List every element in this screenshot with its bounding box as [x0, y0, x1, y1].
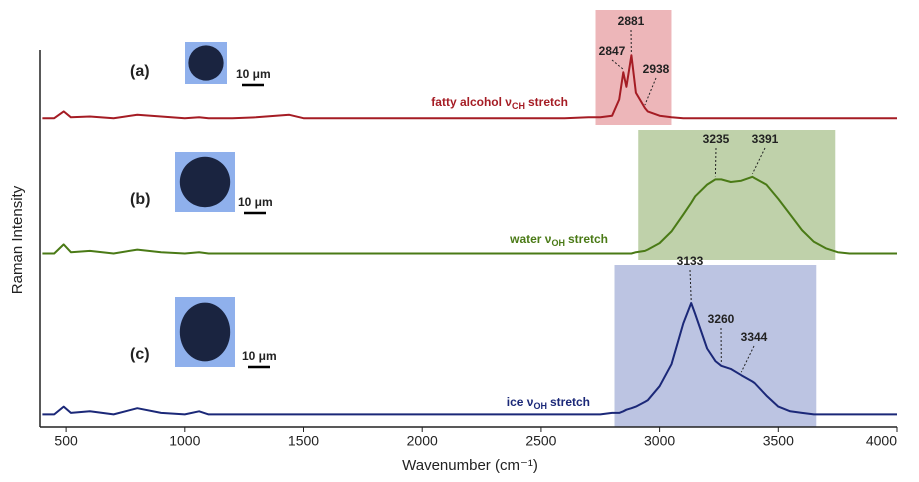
band-label-main: ice ν	[507, 395, 534, 409]
peak-label: 2847	[599, 44, 626, 58]
panel-label: (c)	[130, 346, 150, 363]
x-tick-label: 2500	[525, 433, 556, 449]
droplet	[188, 45, 224, 81]
peak-label: 3344	[741, 330, 768, 344]
x-tick-label: 1500	[288, 433, 319, 449]
peak-leader	[611, 59, 624, 70]
scale-label: 10 μm	[236, 67, 271, 81]
peak-leader	[689, 269, 692, 300]
spectrum-line	[42, 54, 897, 120]
band-label-tail: stretch	[550, 395, 590, 409]
scale-label: 10 μm	[238, 195, 273, 209]
peak-leader	[644, 77, 657, 106]
x-tick-label: 3500	[763, 433, 794, 449]
band-label-tail: stretch	[528, 95, 568, 109]
x-tick-label: 500	[54, 433, 78, 449]
droplet	[179, 302, 231, 362]
scale-label: 10 μm	[242, 349, 277, 363]
band-label-sub: OH	[533, 401, 547, 411]
band-label-sub: OH	[551, 238, 565, 248]
x-tick-label: 1000	[169, 433, 200, 449]
peak-label: 2938	[643, 62, 670, 76]
droplet	[179, 156, 231, 208]
band-label-main: fatty alcohol ν	[431, 95, 512, 109]
panel-label: (a)	[130, 63, 150, 80]
band-label: ice νOH stretch	[507, 395, 590, 411]
x-tick-label: 3000	[644, 433, 675, 449]
y-axis-label: Raman Intensity	[9, 185, 26, 294]
peak-leader	[751, 147, 766, 175]
band-label-sub: CH	[512, 101, 525, 111]
peak-leader	[740, 345, 755, 373]
spectrum-line	[42, 302, 897, 416]
band-label-tail: stretch	[568, 232, 608, 246]
peak-leader	[714, 147, 717, 177]
x-axis-label: Wavenumber (cm⁻¹)	[402, 457, 538, 474]
spectrum-line	[42, 175, 897, 255]
peak-label: 3235	[703, 132, 730, 146]
x-tick-label: 2000	[407, 433, 438, 449]
peak-label: 3260	[708, 312, 735, 326]
peak-label: 3391	[752, 132, 779, 146]
band-label: fatty alcohol νCH stretch	[431, 95, 568, 111]
peak-label: 2881	[618, 14, 645, 28]
x-tick-label: 4000	[866, 433, 897, 449]
band-label: water νOH stretch	[509, 232, 608, 248]
peak-label: 3133	[677, 254, 704, 268]
highlight-region	[638, 130, 836, 260]
band-label-main: water ν	[509, 232, 552, 246]
panel-label: (b)	[130, 191, 150, 208]
